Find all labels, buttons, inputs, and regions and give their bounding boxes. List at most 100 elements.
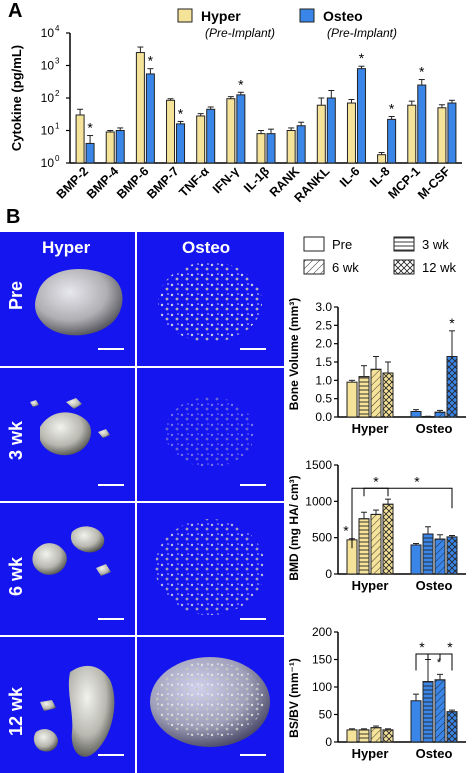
y-tick-label: 50 (319, 708, 333, 722)
y-axis-label-bone-volume: Bone Volume (mm³) (287, 298, 301, 410)
significance-star: * (414, 473, 420, 489)
micro-ct-image-grid: Hyper Osteo Pre 3 wk 6 wk 12 wk (0, 232, 284, 773)
scale-bar (98, 754, 124, 756)
significance-star: * (178, 105, 184, 121)
y-tick-label: 500 (312, 531, 332, 545)
x-tick-label: BMP-6 (114, 164, 151, 201)
bar-hyper (105, 131, 115, 164)
bar-osteo (176, 123, 186, 164)
y-tick-label: 10 (41, 124, 55, 138)
bar-pattern (358, 376, 370, 418)
x-tick-label: IFN-γ (210, 164, 242, 196)
significance-star: * (389, 100, 395, 116)
bar-osteo (387, 118, 397, 164)
y-tick-label: 2.0 (315, 337, 332, 351)
grid-divider-row3 (0, 635, 284, 637)
bar-hyper (135, 52, 145, 164)
significance-star: * (373, 473, 379, 489)
bar-hyper (377, 154, 387, 164)
bar-pattern (434, 679, 446, 743)
bar-osteo (326, 97, 336, 164)
bar-pattern (370, 513, 382, 575)
bar-osteo (85, 142, 95, 164)
bar-hyper (256, 133, 266, 164)
significance-bracket (351, 487, 453, 549)
legend-label-3wk: 3 wk (422, 237, 449, 252)
legend-swatch-pre (303, 236, 325, 252)
y-tick-label: 0.0 (315, 410, 332, 424)
cytokine-chart: Hyper (Pre-Implant) Osteo (Pre-Implant) … (9, 8, 462, 205)
x-tick-label: Hyper (352, 578, 389, 593)
bar-osteo (266, 133, 276, 164)
bar-hyper (437, 107, 447, 164)
legend-swatch-hyper (177, 8, 193, 23)
legend-label-hyper: Hyper (201, 8, 241, 24)
significance-star: * (238, 76, 244, 92)
significance-bracket (363, 487, 389, 497)
column-header-osteo: Osteo (182, 238, 231, 257)
bone-render-icon (30, 262, 270, 757)
y-tick-label: 1500 (305, 458, 332, 472)
x-tick-label: IL-8 (367, 164, 393, 190)
bar-pattern (382, 372, 394, 418)
bar-hyper-pre (346, 381, 358, 418)
significance-star: * (343, 522, 349, 538)
x-tick-label: IL-6 (337, 164, 363, 190)
legend-label-osteo: Osteo (323, 8, 363, 24)
y-tick-exponent: 0 (55, 154, 60, 163)
significance-star: * (87, 120, 93, 136)
bar-hyper (407, 104, 417, 164)
bar-hyper-pre (346, 729, 358, 743)
legend-label-6wk: 6 wk (332, 260, 359, 275)
bar-hyper (316, 104, 326, 164)
significance-star: * (447, 639, 453, 655)
bar-osteo (206, 108, 216, 164)
y-tick-label: 1000 (305, 494, 332, 508)
bar-osteo (236, 94, 246, 164)
micro-ct-charts: Pre 3 wk 6 wk 12 wk Bone Volume (mm³) BM… (287, 236, 466, 761)
x-tick-label: Osteo (416, 421, 453, 436)
grid-divider-row2 (0, 501, 284, 503)
x-tick-label: Osteo (416, 746, 453, 761)
significance-bracket (427, 653, 453, 671)
x-tick-label: MCP-1 (385, 164, 422, 201)
y-tick-label: 150 (312, 653, 332, 667)
y-tick-label: 3.0 (315, 300, 332, 314)
y-tick-label: 0.5 (315, 392, 332, 406)
y-axis-label-bmd: BMD (mg HA/ cm³) (287, 475, 301, 580)
bar-osteo (356, 68, 366, 164)
legend-swatch-3wk (393, 236, 415, 252)
bar-osteo-pre (410, 700, 422, 743)
legend-swatch-osteo (299, 8, 315, 23)
legend-swatch-12wk (393, 259, 415, 275)
legend-label-12wk: 12 wk (422, 260, 456, 275)
y-tick-label: 10 (41, 91, 55, 105)
bar-pattern (446, 711, 458, 743)
x-tick-label: BMP-7 (144, 164, 181, 201)
bar-pattern (358, 729, 370, 743)
x-tick-label: BMP-2 (54, 164, 91, 201)
bar-hyper (196, 115, 206, 164)
bar-pattern (434, 538, 446, 575)
x-tick-label: Hyper (352, 421, 389, 436)
column-header-hyper: Hyper (42, 238, 91, 257)
legend-sub-hyper: (Pre-Implant) (205, 26, 275, 40)
scale-bar (98, 484, 124, 486)
y-tick-label: 0 (325, 567, 332, 581)
bar-osteo (115, 130, 125, 164)
x-tick-label: M-CSF (415, 164, 453, 202)
bar-pattern (446, 536, 458, 575)
bar-hyper (166, 99, 176, 164)
legend-label-pre: Pre (332, 237, 352, 252)
bar-pattern (446, 356, 458, 418)
bar-pattern (370, 727, 382, 743)
y-tick-label: 2.5 (315, 318, 332, 332)
y-tick-label: 0 (325, 735, 332, 749)
bar-pattern (382, 503, 394, 575)
scale-bar (240, 618, 266, 620)
bar-pattern (422, 533, 434, 575)
y-tick-exponent: 2 (55, 89, 60, 98)
significance-star: * (419, 639, 425, 655)
y-tick-label: 10 (41, 26, 55, 40)
bar-hyper (75, 114, 85, 164)
